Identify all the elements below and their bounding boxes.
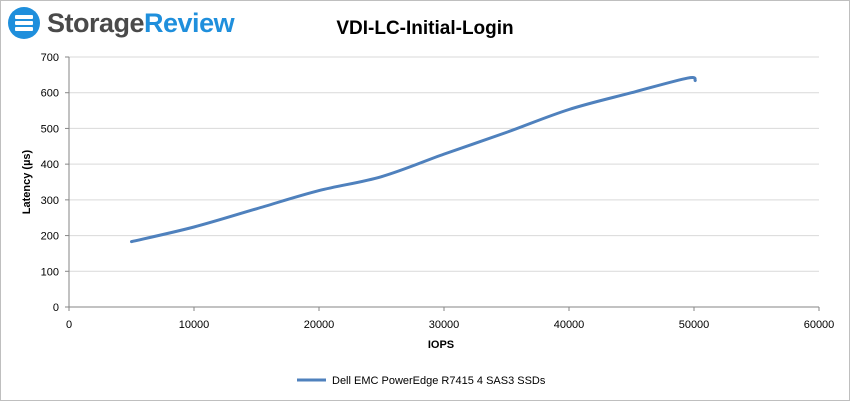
x-axis-title: IOPS [428,339,454,351]
y-tick-label: 300 [41,195,59,207]
storagereview-logo-icon [8,7,40,39]
x-tick-label: 40000 [554,319,585,331]
y-axis-title: Latency (µs) [21,149,33,214]
data-series [130,76,697,244]
axes [68,57,819,308]
y-tick-label: 700 [41,52,59,64]
x-tick-label: 50000 [679,319,710,331]
x-axis-ticks: 0 10000 20000 30000 40000 50000 60000 [66,307,834,331]
legend-label: Dell EMC PowerEdge R7415 4 SAS3 SSDs [332,375,546,387]
storagereview-logo: StorageReview [7,6,235,40]
x-tick-label: 60000 [804,319,835,331]
y-tick-label: 200 [41,231,59,243]
y-tick-label: 0 [53,302,59,314]
y-tick-label: 500 [41,123,59,135]
x-tick-label: 20000 [304,319,335,331]
y-axis-ticks: 0 100 200 300 400 500 600 700 [41,52,69,314]
y-tick-label: 100 [41,266,59,278]
legend: Dell EMC PowerEdge R7415 4 SAS3 SSDs [297,375,546,387]
logo-wordmark: StorageReview [47,7,235,39]
logo-text-storage: Storage [47,7,145,38]
chart-title: VDI-LC-Initial-Login [336,18,513,39]
series-line [130,76,697,244]
y-tick-label: 400 [41,159,59,171]
x-tick-label: 0 [66,319,72,331]
logo-text-review: Review [144,7,235,38]
gridlines [69,56,819,272]
y-tick-label: 600 [41,88,59,100]
x-tick-label: 10000 [179,319,210,331]
x-tick-label: 30000 [429,319,460,331]
